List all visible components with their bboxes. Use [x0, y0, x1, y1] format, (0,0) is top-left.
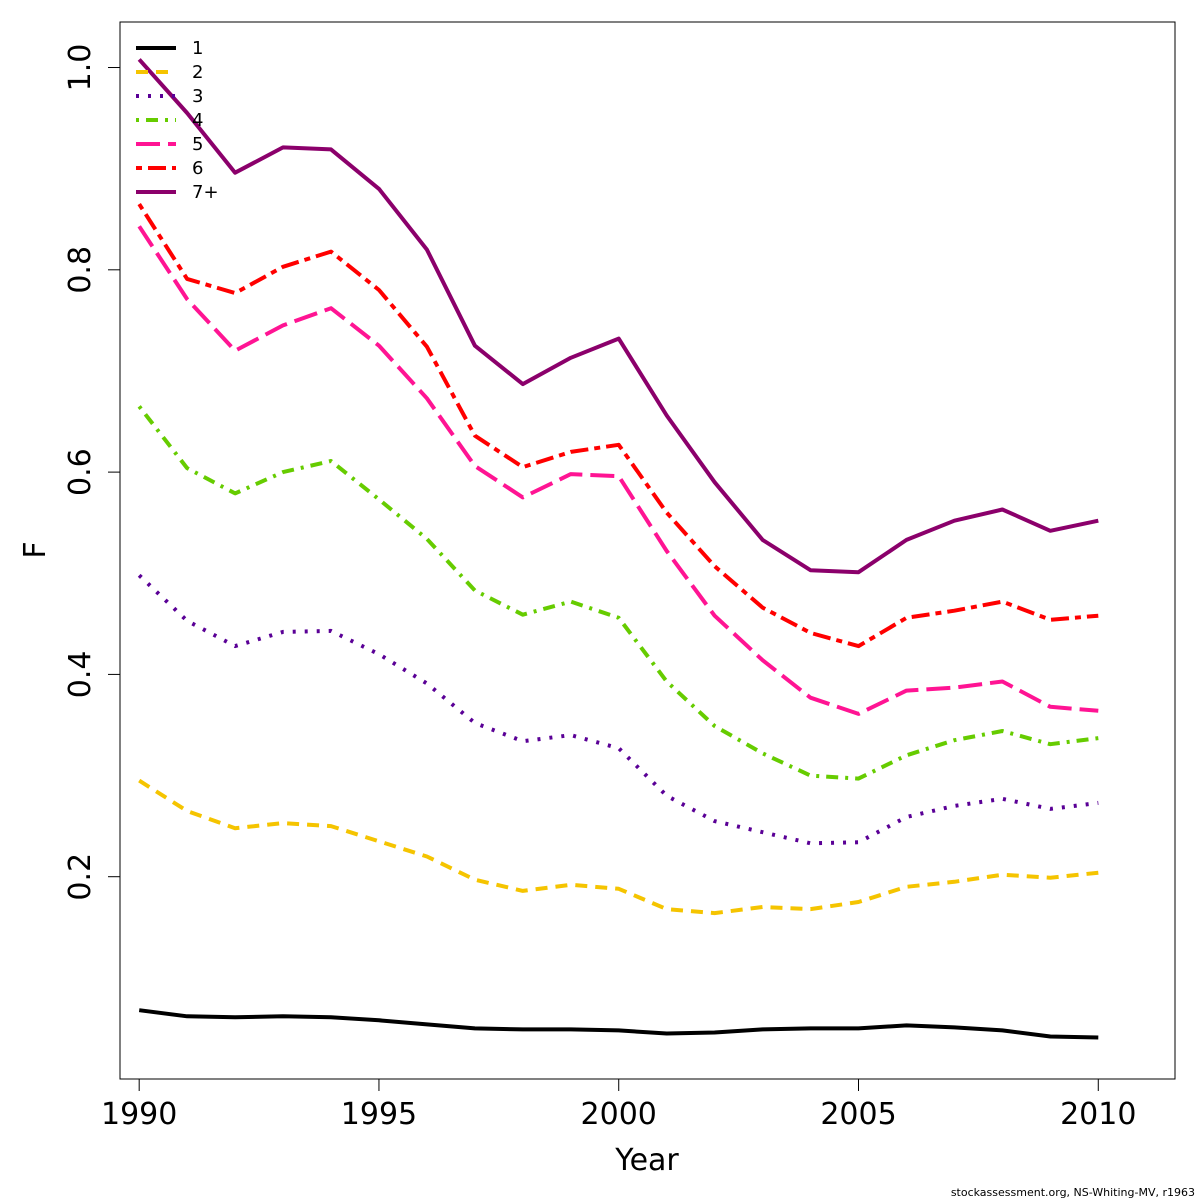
series-line-age-7plus — [137, 58, 1099, 575]
legend-label: 3 — [192, 86, 203, 107]
x-tick-label: 2010 — [1060, 1097, 1136, 1132]
plot-frame — [119, 21, 1176, 1080]
x-tick-label: 1995 — [341, 1097, 417, 1132]
y-tick-label: 0.4 — [63, 651, 98, 699]
x-tick-label: 2005 — [820, 1097, 896, 1132]
legend-label: 6 — [192, 158, 203, 179]
series-lines — [137, 58, 1099, 1040]
legend-label: 2 — [192, 62, 203, 83]
legend-label: 7+ — [192, 182, 219, 203]
x-tick-label: 2000 — [581, 1097, 657, 1132]
x-tick-label: 1990 — [101, 1097, 177, 1132]
y-tick-label: 0.8 — [63, 246, 98, 294]
series-line-age-1 — [138, 1008, 1099, 1040]
series-line-age-4 — [137, 405, 1099, 781]
x-axis-title: Year — [614, 1143, 679, 1178]
y-tick-label: 0.6 — [63, 448, 98, 496]
x-axis: 1990 1995 2000 2005 2010 — [101, 1078, 1136, 1132]
series-line-age-6 — [137, 203, 1099, 649]
y-tick-label: 0.2 — [63, 853, 98, 901]
legend-label: 5 — [192, 134, 203, 155]
legend-label: 4 — [192, 110, 203, 131]
series-line-age-3 — [137, 573, 1099, 846]
series-line-age-2 — [138, 778, 1099, 916]
legend: 1 2 3 4 5 6 7+ — [136, 38, 219, 203]
legend-label: 1 — [192, 38, 203, 59]
y-tick-label: 1.0 — [63, 44, 98, 92]
credit-text: stockassessment.org, NS-Whiting-MV, r196… — [951, 1186, 1195, 1199]
y-axis: 0.2 0.4 0.6 0.8 1.0 — [63, 44, 121, 901]
y-axis-title: F — [18, 541, 53, 558]
series-line-age-5 — [137, 225, 1099, 716]
